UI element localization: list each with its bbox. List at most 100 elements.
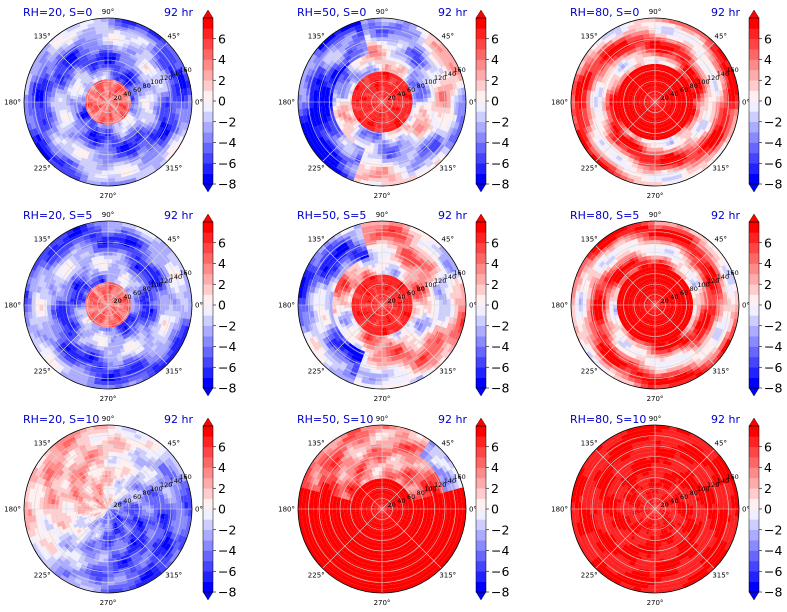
- contour-cell: [129, 92, 134, 97]
- contour-cell: [99, 56, 105, 61]
- colorbar-segment: [476, 59, 486, 71]
- contour-cell: [377, 52, 382, 57]
- colorbar-tick-label: 0: [764, 94, 772, 109]
- contour-cell: [712, 101, 717, 108]
- contour-cell: [731, 94, 736, 102]
- contour-cell: [371, 41, 378, 46]
- contour-cell: [613, 102, 617, 106]
- contour-cell: [119, 74, 124, 79]
- contour-cell: [121, 123, 126, 129]
- contour-cell: [336, 98, 341, 103]
- contour-cell: [101, 25, 108, 30]
- contour-cell: [73, 102, 78, 106]
- contour-cell: [139, 113, 144, 119]
- contour-cell: [147, 77, 153, 83]
- contour-cell: [382, 170, 389, 175]
- contour-cell: [92, 102, 97, 104]
- colorbar-segment: [203, 49, 213, 60]
- contour-cell: [125, 115, 130, 120]
- contour-cell: [102, 112, 106, 117]
- contour-cell: [427, 97, 432, 102]
- contour-cell: [148, 126, 155, 133]
- contour-cell: [120, 109, 125, 113]
- contour-cell: [578, 102, 583, 109]
- contour-cell: [140, 145, 148, 153]
- contour-cell: [82, 92, 87, 97]
- contour-cell: [108, 102, 112, 104]
- contour-cell: [145, 94, 150, 99]
- colorbar-segment: [749, 18, 759, 29]
- contour-cell: [108, 105, 111, 110]
- contour-cell: [597, 92, 603, 98]
- contour-cell: [115, 56, 120, 62]
- contour-cell: [124, 116, 129, 121]
- contour-cell: [382, 147, 387, 152]
- contour-cell: [439, 101, 444, 108]
- contour-cell: [104, 117, 107, 122]
- contour-cell: [101, 33, 108, 38]
- contour-cell: [111, 52, 117, 57]
- contour-cell: [659, 158, 666, 163]
- contour-cell: [90, 70, 96, 76]
- contour-cell: [98, 154, 104, 160]
- contour-cell: [115, 90, 119, 94]
- contour-cell: [131, 46, 139, 53]
- contour-cell: [97, 41, 104, 46]
- contour-cell: [97, 44, 104, 50]
- contour-cell: [110, 104, 113, 109]
- contour-cell: [106, 82, 108, 87]
- contour-cell: [105, 132, 109, 137]
- contour-cell: [381, 33, 388, 38]
- contour-cell: [321, 106, 326, 113]
- contour-cell: [135, 112, 141, 117]
- radial-tick-label: 20: [114, 94, 122, 102]
- contour-cell: [81, 126, 87, 132]
- contour-cell: [320, 96, 325, 103]
- contour-cell: [102, 40, 108, 45]
- contour-cell: [104, 102, 108, 104]
- contour-cell: [439, 96, 444, 102]
- contour-cell: [120, 128, 126, 134]
- contour-cell: [105, 124, 109, 129]
- contour-cell: [81, 99, 86, 103]
- contour-cell: [94, 53, 101, 58]
- contour-cell: [154, 130, 162, 138]
- contour-cell: [59, 109, 64, 116]
- contour-cell: [108, 86, 111, 91]
- contour-cell: [93, 153, 99, 159]
- contour-cell: [309, 102, 314, 109]
- contour-cell: [91, 109, 96, 114]
- contour-cell: [651, 136, 656, 141]
- contour-cell: [67, 111, 73, 117]
- contour-cell: [91, 91, 96, 95]
- contour-cell: [93, 129, 98, 135]
- contour-cell: [101, 29, 108, 34]
- contour-cell: [700, 101, 705, 107]
- contour-cell: [117, 137, 123, 143]
- contour-cell: [92, 157, 99, 163]
- colorbar-segment: [749, 69, 759, 81]
- contour-cell: [90, 80, 95, 85]
- contour-cell: [54, 66, 62, 74]
- contour-cell: [58, 97, 63, 103]
- contour-cell: [93, 104, 98, 108]
- colorbar-segment: [203, 163, 213, 174]
- contour-cell: [111, 102, 116, 105]
- contour-cell: [119, 97, 124, 101]
- contour-cell: [381, 21, 389, 26]
- contour-cell: [134, 96, 139, 100]
- contour-cell: [160, 106, 166, 112]
- contour-cell: [149, 80, 155, 87]
- contour-cell: [64, 142, 72, 149]
- contour-cell: [107, 52, 113, 57]
- contour-cell: [57, 118, 64, 125]
- contour-cell: [115, 76, 120, 82]
- contour-cell: [78, 69, 84, 76]
- contour-cell: [113, 84, 117, 89]
- radial-tick-label: 40: [123, 90, 131, 98]
- contour-cell: [649, 166, 656, 171]
- contour-cell: [582, 95, 587, 103]
- contour-cell: [102, 44, 108, 49]
- contour-cell: [688, 104, 694, 109]
